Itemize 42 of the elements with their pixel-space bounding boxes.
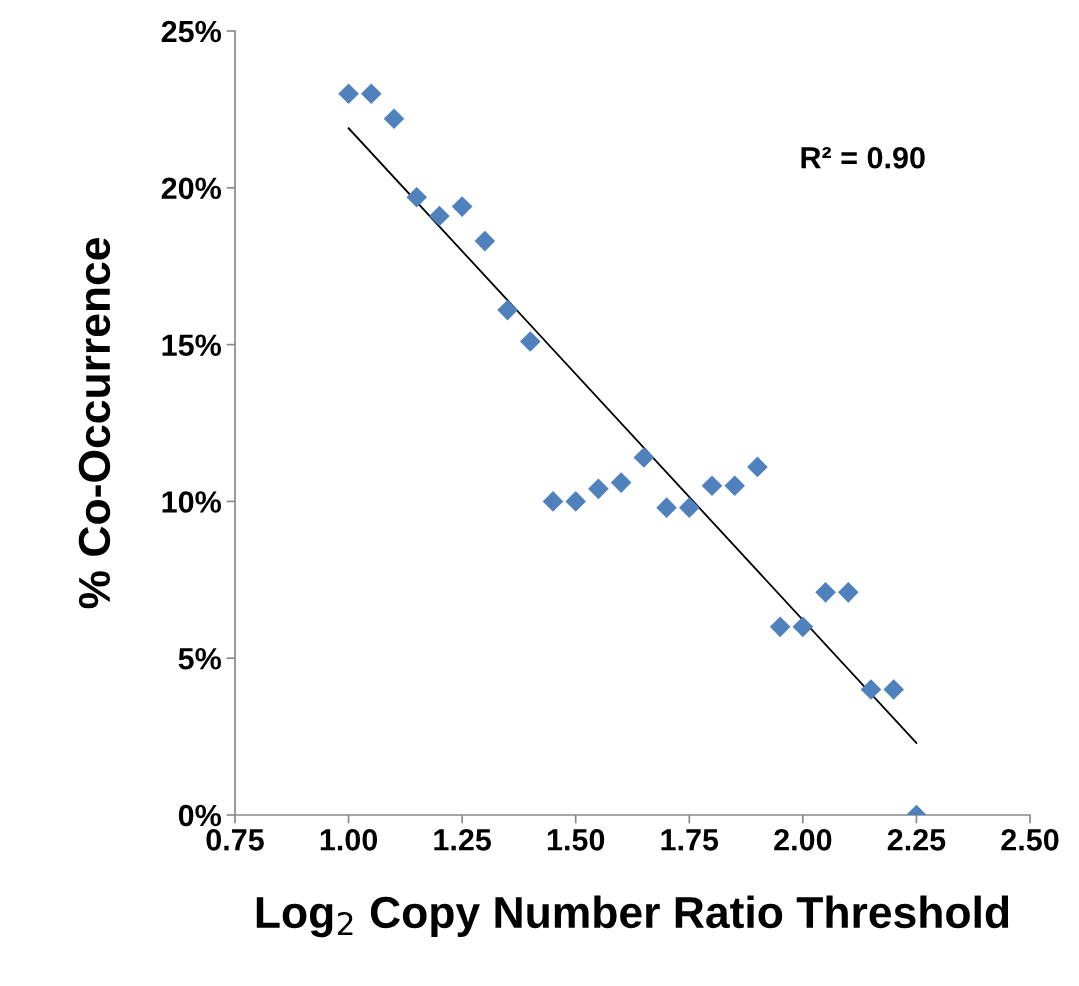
y-tick-label: 15% [162, 334, 221, 356]
y-tick-label: 5% [178, 648, 221, 670]
x-tick-label: 0.75 [206, 829, 264, 851]
point [883, 679, 905, 700]
y-tick-label: 25% [161, 20, 221, 43]
point [701, 475, 723, 497]
y-axis-title: % Co-Occurrence [78, 238, 111, 609]
annotation: R² = 0.90 [801, 146, 925, 169]
point [360, 83, 382, 105]
point [792, 616, 814, 638]
point [633, 447, 655, 468]
x-tick-label: 1.25 [434, 829, 492, 851]
x-tick-label: 2.25 [887, 829, 946, 851]
x-tick-label: 2.00 [774, 829, 832, 851]
x-tick-label: 1.50 [547, 829, 605, 851]
x-tick-label: 2.50 [1001, 829, 1059, 851]
y-tick-label: 0% [178, 804, 221, 827]
point [588, 478, 609, 500]
point [860, 679, 882, 700]
point [519, 331, 541, 352]
point [565, 491, 587, 512]
point [338, 83, 359, 105]
y-tick-label: 10% [162, 491, 221, 513]
x-tick-label: 1.00 [320, 829, 378, 851]
point [542, 491, 564, 512]
point [610, 472, 632, 493]
point [406, 186, 428, 208]
y-tick-label: 20% [161, 177, 221, 200]
point [678, 497, 700, 518]
x-axis-title: Log$_{2}$ Copy Number Ratio Threshold [256, 895, 1009, 938]
point [497, 299, 518, 321]
point [837, 582, 859, 603]
point [451, 196, 473, 217]
point [656, 497, 677, 518]
point [383, 108, 405, 130]
point [429, 205, 450, 227]
point [747, 456, 768, 478]
point [815, 582, 836, 603]
point [474, 230, 496, 252]
x-tick-label: 1.75 [661, 829, 719, 851]
point [769, 616, 791, 638]
point [724, 475, 746, 497]
